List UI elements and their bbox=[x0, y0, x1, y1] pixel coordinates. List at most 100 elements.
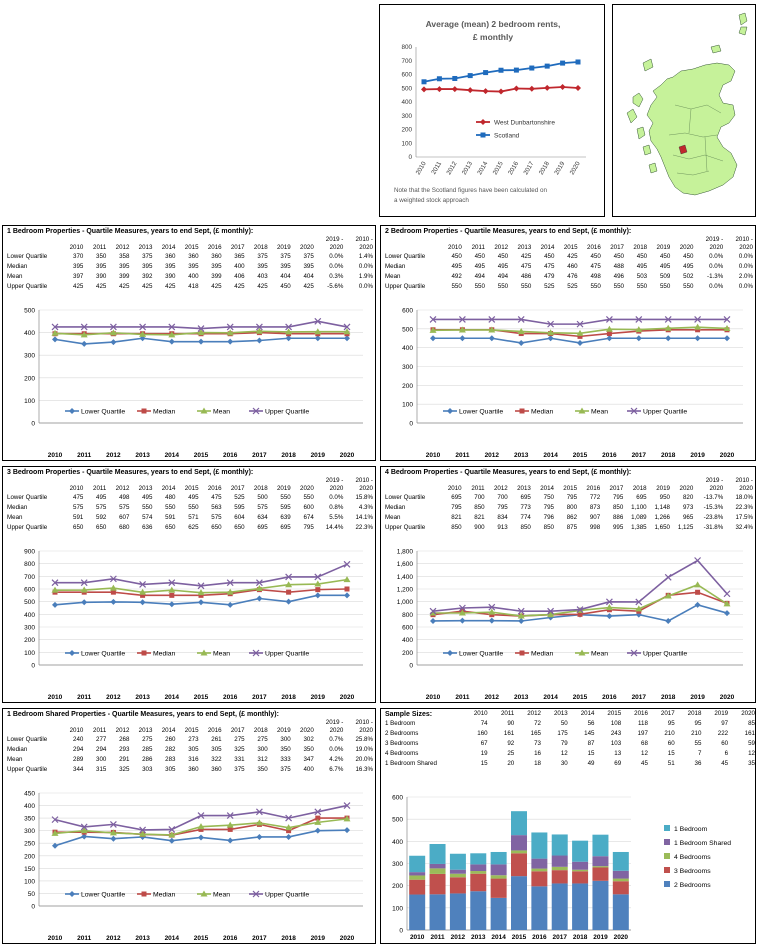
table-cell: 425 bbox=[165, 283, 176, 290]
legend-label: Median bbox=[153, 892, 176, 899]
table-cell: 370 bbox=[73, 253, 84, 260]
bar-segment-1-bedroom bbox=[449, 853, 466, 870]
table-cell: 550 bbox=[497, 283, 509, 290]
table-cell: 19 bbox=[480, 750, 488, 757]
y-tick-label: 500 bbox=[24, 599, 35, 606]
table-cell: 395 bbox=[257, 263, 268, 270]
x-tick-label: 2012 bbox=[106, 694, 121, 701]
year-header: 2020 bbox=[300, 727, 314, 734]
bar-segment-1-bedroom bbox=[572, 840, 589, 862]
table-cell: 486 bbox=[520, 273, 532, 280]
change-cell: 25.8% bbox=[355, 736, 373, 743]
table-cell: 450 bbox=[280, 283, 291, 290]
y-tick-label: 1,800 bbox=[397, 549, 414, 556]
series-mean bbox=[51, 576, 351, 596]
table-row: 3 Bedrooms 67 92 73 79 87 103 68 60 55 60 59 bbox=[385, 739, 755, 749]
table-cell: 243 bbox=[610, 730, 622, 737]
table-cell: 695 bbox=[257, 524, 268, 531]
table-cell: 774 bbox=[520, 514, 531, 521]
x-tick-label: 2015 bbox=[573, 694, 588, 701]
year-header: 2014 bbox=[580, 710, 595, 717]
scotland-note: Note that the Scotland figures have been… bbox=[394, 186, 547, 206]
y-tick-label: 400 bbox=[24, 612, 35, 619]
table-cell: 850 bbox=[451, 524, 462, 531]
year-header: 2013 bbox=[138, 485, 153, 492]
y-tick-label: 500 bbox=[24, 308, 35, 315]
table-cell: 600 bbox=[303, 504, 314, 511]
year-header: 2014 bbox=[161, 485, 176, 492]
data-point bbox=[80, 823, 88, 831]
table-cell: 375 bbox=[257, 253, 268, 260]
data-point bbox=[664, 573, 672, 581]
bar-segment-2-bedrooms bbox=[531, 886, 548, 930]
map-island-3 bbox=[636, 126, 646, 140]
change-header: 2010 - bbox=[355, 477, 373, 484]
quartile-table-header: 2010 2011 2012 2013 2014 2015 2016 2017 2018 2019… bbox=[7, 244, 375, 252]
series-mean bbox=[429, 581, 731, 619]
avg-y-tick-label: 200 bbox=[401, 127, 412, 134]
data-point bbox=[168, 323, 176, 331]
data-point bbox=[109, 323, 117, 331]
table-row: Lower Quartile 695 700 700 695 750 795 772 795 69… bbox=[385, 493, 755, 503]
table-cell: 25 bbox=[507, 750, 515, 757]
data-point bbox=[517, 612, 525, 619]
legend-swatch bbox=[664, 825, 670, 831]
change-header: 2019 - bbox=[705, 477, 724, 484]
table-cell: 6 bbox=[724, 750, 729, 757]
table-cell: 275 bbox=[234, 736, 245, 743]
table-row: Median 294 294 293 285 282 305 305 325 300 350 350 0… bbox=[7, 745, 375, 755]
table-cell: 425 bbox=[520, 253, 532, 260]
table-cell: 862 bbox=[566, 514, 578, 521]
change-cell: 0.0% bbox=[329, 746, 344, 753]
table-cell: 563 bbox=[211, 504, 222, 511]
x-tick-label: 2012 bbox=[106, 452, 121, 459]
y-tick-label: 400 bbox=[402, 637, 413, 644]
change-header: 2020 bbox=[709, 244, 724, 251]
year-header: 2014 bbox=[161, 727, 176, 734]
y-tick-label: 1,600 bbox=[397, 561, 414, 568]
table-cell: 498 bbox=[590, 273, 601, 280]
table-cell: 51 bbox=[667, 760, 675, 767]
table-cell: 650 bbox=[165, 524, 176, 531]
table-cell: 460 bbox=[567, 263, 578, 270]
table-cell: 350 bbox=[303, 746, 314, 753]
data-point bbox=[314, 592, 321, 599]
table-cell: 395 bbox=[142, 263, 153, 270]
data-point bbox=[80, 323, 88, 331]
data-point bbox=[139, 330, 147, 337]
y-tick-label: 400 bbox=[402, 345, 413, 352]
data-point bbox=[694, 335, 701, 342]
table-cell: 69 bbox=[614, 760, 622, 767]
data-point bbox=[80, 579, 88, 587]
quartile-table-header-top: 2019 - 2010 - bbox=[7, 477, 375, 485]
table-cell: 395 bbox=[73, 263, 84, 270]
data-point bbox=[547, 607, 555, 615]
legend-marker bbox=[200, 890, 208, 897]
map-orkney bbox=[710, 44, 722, 54]
row-label: Lower Quartile bbox=[385, 494, 426, 501]
table-cell: 821 bbox=[451, 514, 462, 521]
legend-marker bbox=[519, 408, 525, 414]
y-tick-label: 1,000 bbox=[397, 599, 414, 606]
data-point bbox=[140, 592, 146, 598]
quartile-table-header-top: 2019 - 2010 - bbox=[7, 236, 375, 244]
bar-segment-1-bedroom-shared bbox=[551, 855, 568, 867]
data-point bbox=[488, 335, 495, 342]
year-header: 2019 bbox=[276, 727, 291, 734]
change-cell: 2.0% bbox=[738, 273, 753, 280]
change-cell: 1.9% bbox=[358, 273, 373, 280]
table-cell: 425 bbox=[96, 283, 107, 290]
legend-label: Upper Quartile bbox=[643, 409, 687, 416]
row-label: Median bbox=[7, 263, 28, 270]
change-header: 2020 bbox=[329, 727, 344, 734]
change-header: 2019 - bbox=[325, 477, 344, 484]
table-cell: 595 bbox=[234, 504, 245, 511]
year-header: 2010 bbox=[473, 710, 488, 717]
series-upper-quartile bbox=[51, 802, 351, 834]
avg-y-tick-label: 800 bbox=[401, 44, 412, 51]
sample-sizes-table: 2010 2011 2012 2013 2014 2015 2016 2017 2018 2019… bbox=[385, 709, 755, 769]
data-point bbox=[255, 819, 263, 826]
year-header: 2019 bbox=[714, 710, 729, 717]
data-point bbox=[576, 329, 584, 336]
table-cell: 283 bbox=[165, 756, 176, 763]
